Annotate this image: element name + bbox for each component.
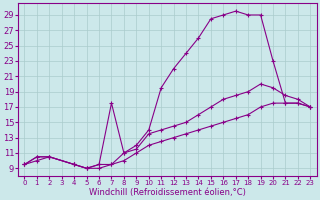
X-axis label: Windchill (Refroidissement éolien,°C): Windchill (Refroidissement éolien,°C): [89, 188, 246, 197]
